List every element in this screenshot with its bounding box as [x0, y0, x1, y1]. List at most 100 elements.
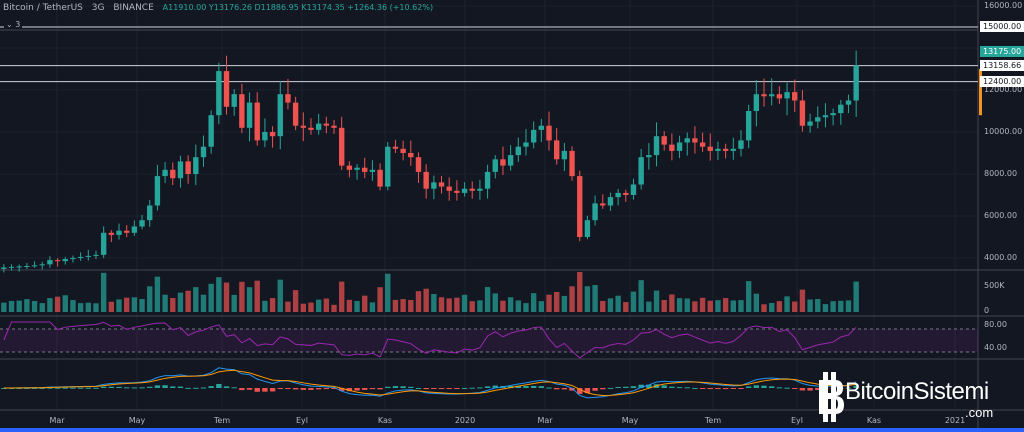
time-axis-label: Mar: [49, 416, 65, 425]
candle-body: [638, 157, 644, 185]
macd-histogram-bar: [423, 388, 429, 390]
volume-bar: [745, 281, 752, 312]
macd-histogram-bar: [438, 388, 445, 389]
candle-body: [170, 169, 176, 179]
candle-body: [584, 220, 591, 237]
macd-histogram-bar: [446, 388, 452, 389]
candle-body: [484, 171, 491, 189]
candle-body: [600, 203, 606, 206]
macd-histogram-bar: [93, 387, 99, 389]
candle-body: [454, 190, 460, 193]
macd-histogram-bar: [692, 387, 698, 389]
volume-bar: [469, 301, 475, 312]
macd-histogram-bar: [331, 388, 337, 389]
candle-body: [661, 136, 667, 145]
candle-body: [223, 71, 230, 107]
macd-histogram-bar: [761, 385, 767, 388]
macd-histogram-bar: [546, 387, 552, 389]
volume-bar: [461, 294, 468, 312]
macd-histogram-bar: [100, 386, 107, 388]
volume-bar: [830, 301, 836, 312]
macd-histogram-bar: [369, 388, 376, 390]
candle-body: [154, 176, 161, 206]
macd-histogram-bar: [730, 388, 736, 389]
macd-histogram-bar: [745, 386, 752, 388]
candle-body: [561, 150, 568, 160]
volume-bar: [239, 281, 245, 312]
volume-bar: [569, 286, 575, 312]
volume-bar: [185, 290, 191, 312]
volume-tick-label: 500K: [984, 281, 1005, 290]
volume-bar: [269, 298, 276, 312]
macd-histogram-bar: [461, 387, 468, 389]
macd-histogram-bar: [239, 388, 245, 391]
macd-histogram-bar: [292, 388, 299, 390]
watermark-suffix: .com: [965, 405, 994, 420]
macd-histogram-bar: [845, 387, 852, 389]
volume-bar: [492, 293, 498, 312]
indicator-count: 3: [15, 20, 21, 29]
macd-histogram-bar: [208, 386, 214, 388]
candle-body: [792, 92, 798, 101]
volume-bar: [600, 300, 606, 312]
candle-body: [730, 148, 736, 151]
macd-histogram-bar: [392, 386, 399, 388]
indicators-collapse-button[interactable]: ⌄ 3: [4, 20, 23, 29]
candle-body: [676, 142, 683, 151]
macd-histogram-bar: [1, 388, 7, 389]
macd-histogram-bar: [362, 388, 368, 390]
macd-histogram-bar: [124, 387, 130, 389]
candle-body: [784, 92, 790, 99]
macd-histogram-bar: [285, 388, 291, 389]
candle-body: [331, 125, 337, 128]
candle-body: [369, 169, 376, 172]
volume-bar: [722, 298, 729, 312]
rsi-line: [3, 321, 857, 359]
volume-bar: [285, 301, 291, 312]
macd-line: [3, 367, 857, 399]
volume-bar: [262, 300, 268, 312]
volume-bar: [438, 297, 445, 312]
volume-bar: [231, 294, 237, 312]
candle-body: [1, 267, 7, 269]
interval-label[interactable]: 3G: [91, 3, 105, 13]
macd-histogram-bar: [815, 388, 821, 391]
candle-body: [277, 94, 283, 137]
volume-bar: [584, 286, 591, 312]
macd-histogram-bar: [408, 386, 414, 388]
candle-body: [254, 102, 260, 141]
volume-bar: [838, 300, 844, 312]
macd-histogram-bar: [193, 387, 199, 389]
volume-bar: [277, 279, 283, 312]
volume-bar: [415, 291, 422, 312]
volume-bar: [331, 304, 337, 312]
price-tick-label: 10000.00: [984, 127, 1023, 136]
macd-histogram-bar: [707, 388, 713, 390]
candle-body: [377, 169, 383, 187]
volume-bar: [515, 300, 521, 312]
candle-body: [315, 123, 322, 130]
macd-histogram-bar: [354, 388, 360, 391]
candle-body: [231, 94, 237, 107]
candle-body: [24, 265, 30, 267]
volume-bar: [369, 302, 376, 312]
macd-histogram-bar: [592, 388, 598, 391]
candle-body: [745, 111, 752, 141]
time-axis-label: May: [128, 416, 146, 425]
candle-body: [669, 144, 675, 151]
volume-bar: [500, 300, 506, 312]
volume-bar: [70, 300, 76, 312]
symbol-title: Bitcoin / TetherUS: [3, 3, 83, 13]
macd-histogram-bar: [669, 386, 675, 388]
volume-bar: [62, 295, 68, 312]
volume-bar: [339, 281, 345, 312]
candle-body: [507, 155, 514, 166]
candle-body: [70, 258, 76, 260]
volume-bar: [24, 299, 30, 312]
volume-bar: [776, 301, 783, 312]
macd-histogram-bar: [646, 384, 652, 388]
volume-bar: [162, 294, 168, 312]
macd-histogram-bar: [185, 387, 191, 389]
candle-body: [39, 264, 45, 266]
